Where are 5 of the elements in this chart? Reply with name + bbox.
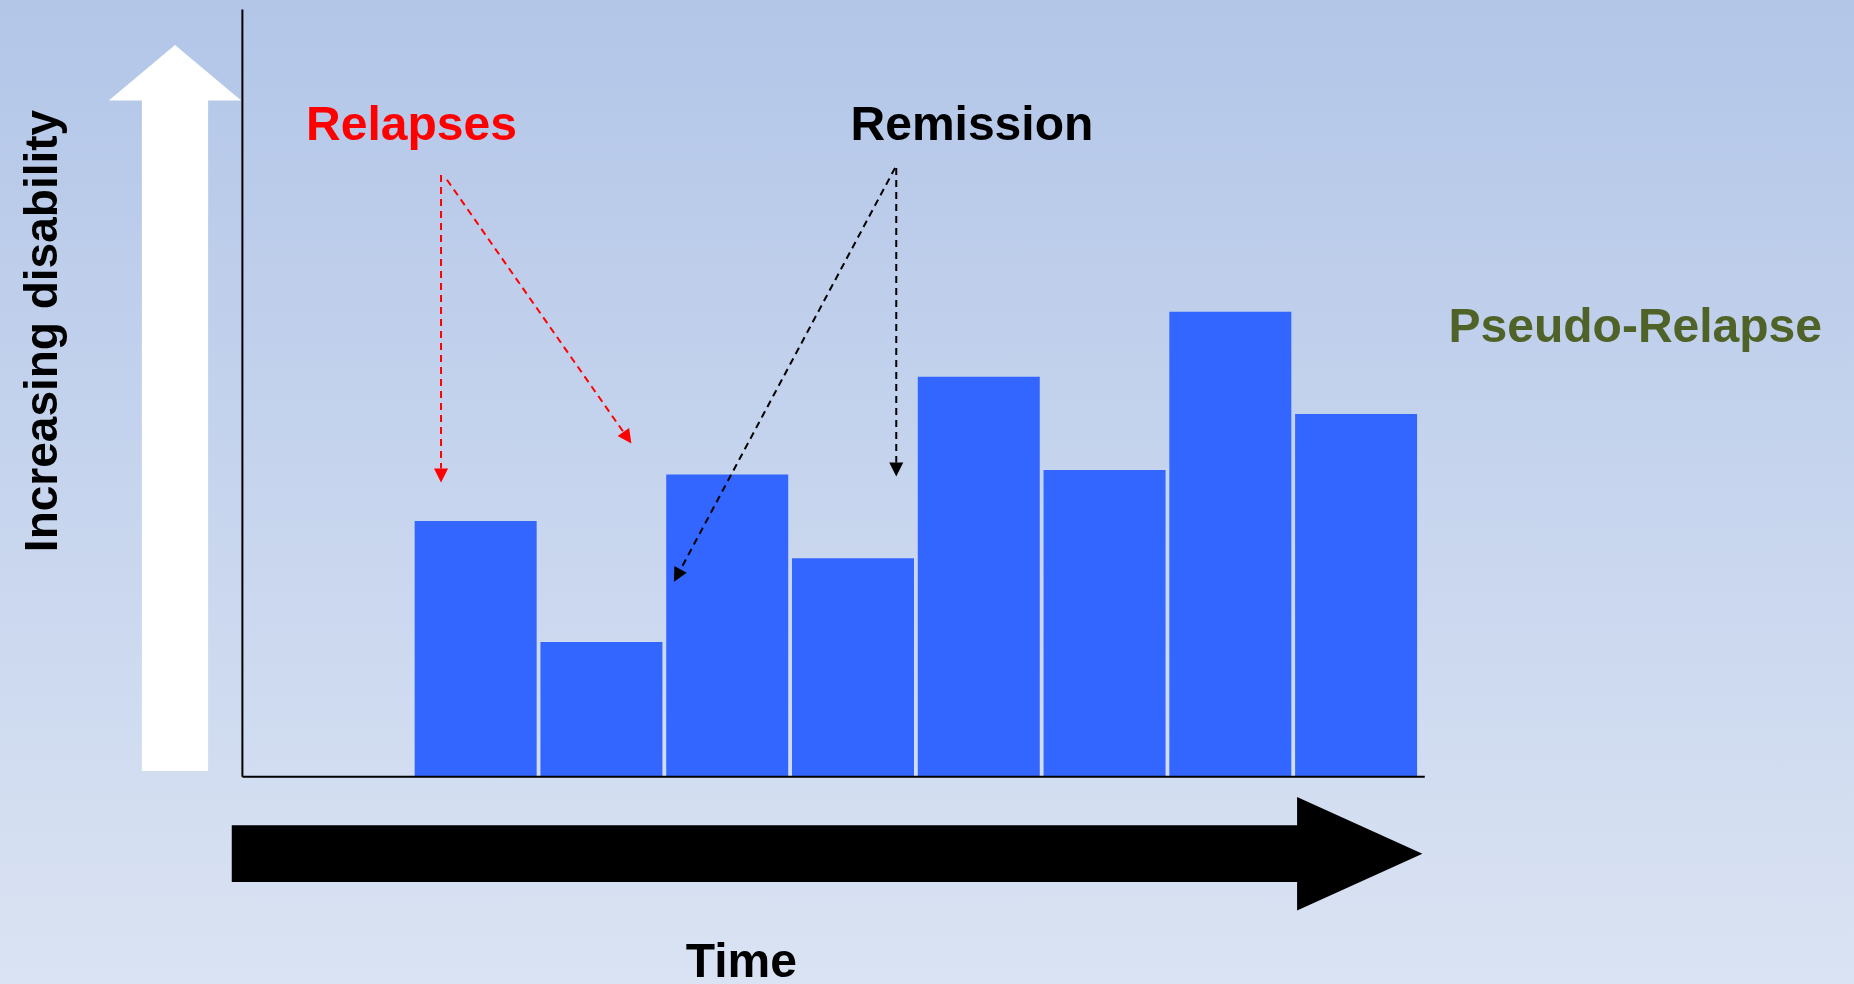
text: Remission [850,95,1094,151]
text: Pseudo-Relapse [1448,297,1822,353]
text: Increasing disability [14,109,69,553]
text: Relapses [306,95,517,151]
x-axis-title: Time [685,932,797,984]
